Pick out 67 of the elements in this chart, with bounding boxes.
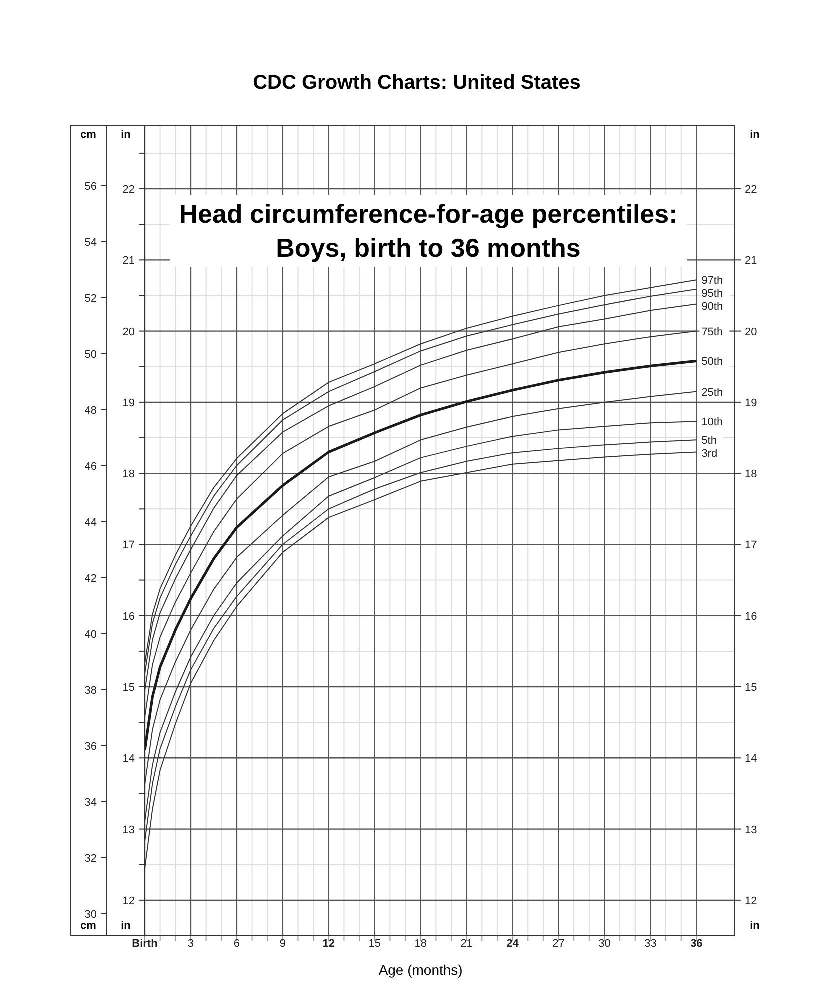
y3-tick-label: 56: [84, 180, 97, 193]
text: Head circumference-for-age percentiles: Boys, birth to 36 months: [170, 195, 688, 267]
y-tick-label: 18: [122, 468, 135, 481]
y2-tick-label: 14: [745, 753, 758, 766]
y3-tick-label: 32: [84, 852, 97, 865]
x-tick-label: 12: [322, 938, 336, 950]
y-axis-title: in: [120, 129, 132, 141]
y3-tick-label: 42: [84, 572, 97, 585]
y3-axis-title: cm: [80, 129, 98, 141]
y2-tick-label: 21: [745, 255, 758, 268]
y3-tick-label: 54: [84, 236, 97, 249]
y2-tick-label: 12: [745, 895, 758, 908]
series-label: 90th: [702, 301, 724, 314]
x-tick-label: 36: [690, 938, 703, 950]
y-tick-label: 19: [122, 397, 135, 410]
text: in: [750, 920, 760, 932]
y-tick-label: 17: [122, 540, 135, 552]
series-label: 95th: [702, 288, 724, 300]
y3-tick-label: 50: [84, 348, 97, 361]
x-axis-title: Age (months): [378, 962, 464, 978]
y3-tick-label: 44: [84, 516, 97, 529]
x-tick-label: 21: [460, 938, 473, 950]
y3-tick-label: 36: [84, 740, 97, 753]
y-tick-label: 21: [122, 255, 135, 268]
y2-tick-label: 18: [745, 468, 758, 481]
y-tick-label: 16: [122, 610, 135, 623]
chart-title: CDC Growth Charts: United States: [252, 72, 582, 95]
series-label: 5th: [702, 435, 717, 448]
x-tick-label: 33: [644, 938, 657, 950]
y-tick-label: 13: [122, 824, 135, 836]
series-label: 25th: [702, 386, 724, 399]
y2-tick-label: 16: [745, 610, 758, 623]
y2-tick-label: 19: [745, 397, 758, 410]
y2-tick-label: 15: [745, 682, 758, 694]
x-tick-label: 27: [552, 938, 565, 950]
y-tick-label: 15: [122, 682, 135, 694]
y3-tick-label: 46: [84, 460, 97, 473]
y2-tick-label: 22: [745, 184, 758, 196]
y3-tick-label: 38: [84, 684, 97, 697]
x-tick-label: 9: [280, 938, 286, 950]
y3-tick-label: 34: [84, 796, 97, 809]
y2-axis-title: in: [749, 129, 761, 141]
series-label: 3rd: [702, 448, 718, 460]
x-tick-label: 24: [506, 938, 520, 950]
series-label: 97th: [702, 275, 724, 288]
series-label: 75th: [702, 326, 724, 338]
x-tick-label: 15: [368, 938, 381, 950]
y3-tick-label: 48: [84, 404, 97, 417]
y2-tick-label: 17: [745, 540, 758, 552]
x-tick-label: 6: [234, 938, 240, 950]
y3-tick-label: 30: [84, 908, 97, 921]
y2-tick-label: 20: [745, 326, 758, 338]
text: cm: [80, 920, 96, 932]
y-tick-label: 20: [122, 326, 135, 338]
y-tick-label: 22: [122, 184, 135, 196]
series-label: 50th: [702, 356, 724, 368]
y2-tick-label: 13: [745, 824, 758, 836]
x-tick-label: 30: [598, 938, 611, 950]
y3-tick-label: 52: [84, 292, 97, 305]
y3-tick-label: 40: [84, 628, 97, 641]
series-label: 10th: [702, 416, 724, 429]
y-tick-label: 12: [122, 895, 135, 908]
x-tick-label: Birth: [132, 938, 158, 950]
x-tick-label: 3: [188, 938, 194, 950]
text: in: [121, 920, 131, 932]
x-tick-label: 18: [414, 938, 427, 950]
y-tick-label: 14: [122, 753, 135, 766]
